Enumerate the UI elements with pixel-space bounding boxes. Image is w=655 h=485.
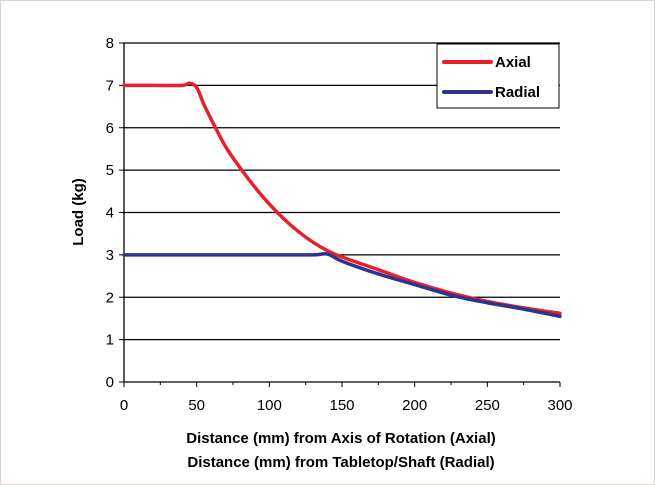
x-axis-label-radial: Distance (mm) from Tabletop/Shaft (Radia… — [187, 454, 494, 471]
y-tick-label-2: 2 — [106, 289, 114, 306]
series-line-radial — [122, 251, 562, 319]
x-tick-label-0: 0 — [120, 397, 128, 414]
y-tick-label-4: 4 — [106, 205, 114, 222]
y-axis-label: Load (kg) — [70, 178, 87, 246]
x-tick-label-50: 50 — [188, 397, 205, 414]
y-tick-label-0: 0 — [106, 374, 114, 391]
series-line-axial — [122, 81, 562, 316]
x-tick-label-200: 200 — [402, 397, 427, 414]
legend: Axial Radial — [436, 43, 560, 109]
x-tick-label-250: 250 — [475, 397, 500, 414]
axes — [119, 42, 561, 387]
x-tick-label-150: 150 — [329, 397, 354, 414]
y-tick-label-6: 6 — [106, 120, 114, 137]
y-tick-label-8: 8 — [106, 35, 114, 52]
x-tick-label-100: 100 — [257, 397, 282, 414]
tick-labels: 0 1 2 3 4 5 6 7 8 0 50 100 150 200 250 300 — [106, 35, 573, 414]
legend-label-axial: Axial — [495, 54, 531, 71]
legend-box — [436, 43, 560, 109]
legend-label-radial: Radial — [495, 84, 540, 101]
series-lines — [122, 81, 562, 319]
y-tick-label-5: 5 — [106, 162, 114, 179]
x-tick-label-300: 300 — [547, 397, 572, 414]
x-axis-label-axial: Distance (mm) from Axis of Rotation (Axi… — [186, 430, 495, 447]
y-tick-label-7: 7 — [106, 77, 114, 94]
y-tick-label-1: 1 — [106, 332, 114, 349]
y-tick-label-3: 3 — [106, 247, 114, 264]
